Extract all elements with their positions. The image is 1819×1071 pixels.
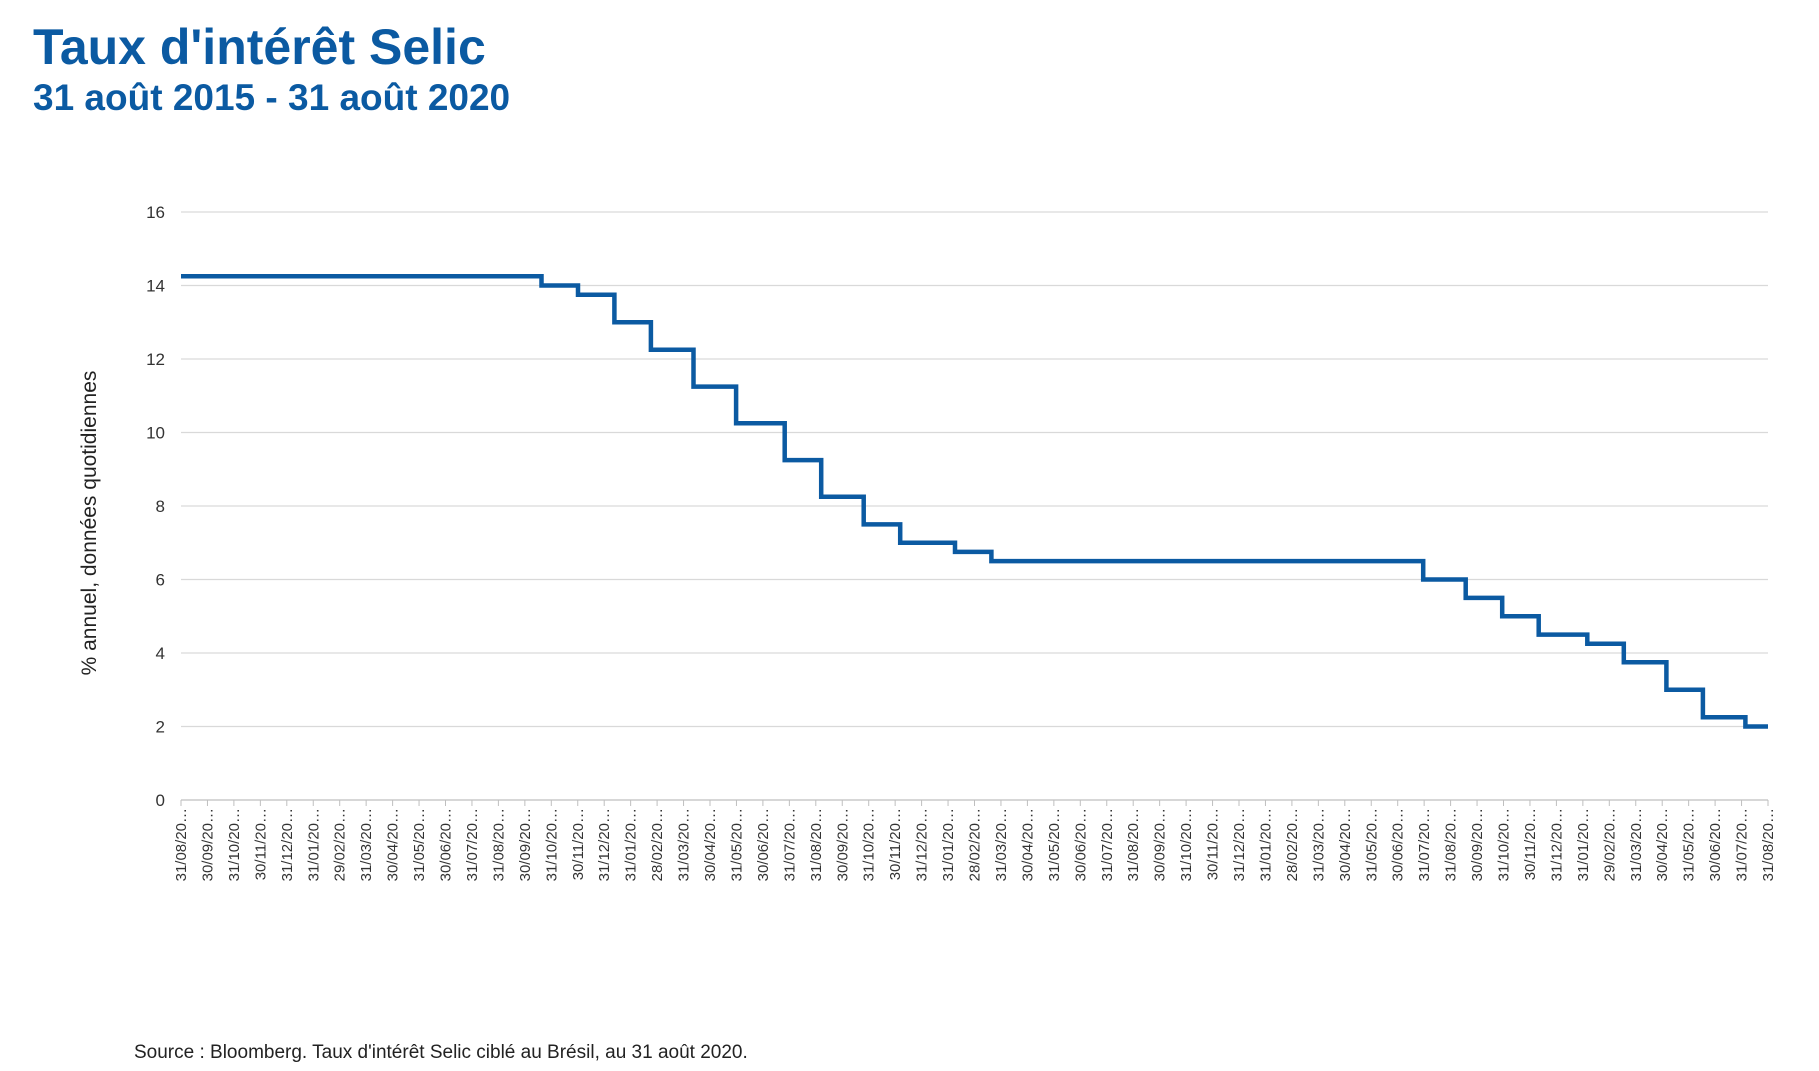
x-tick-label: 31/08/20… — [1125, 808, 1142, 881]
x-axis: 31/08/20… 30/09/20… 31/10/20… 30/11/20… 31/1… — [173, 800, 1777, 881]
x-tick-label: 31/12/20… — [1231, 808, 1248, 881]
x-tick-label: 31/07/20… — [464, 808, 481, 881]
y-tick-label: 6 — [156, 571, 165, 590]
y-tick-label: 12 — [146, 350, 165, 369]
x-tick-label: 30/09/20… — [834, 808, 851, 881]
x-tick-label: 31/12/20… — [279, 808, 296, 881]
x-tick-label: 29/02/20… — [1601, 808, 1618, 881]
x-tick-label: 30/11/20… — [1522, 808, 1539, 880]
x-tick-label: 31/03/20… — [1310, 808, 1327, 881]
x-tick-label: 31/01/20… — [623, 808, 640, 881]
x-tick-label: 31/01/20… — [1257, 808, 1274, 881]
x-tick-label: 30/06/20… — [755, 808, 772, 881]
x-tick-label: 30/09/20… — [1152, 808, 1169, 881]
x-tick-label: 31/01/20… — [940, 808, 957, 881]
x-tick-label: 31/10/20… — [1496, 808, 1513, 881]
x-tick-label: 30/09/20… — [1469, 808, 1486, 881]
x-tick-label: 30/11/20… — [570, 808, 587, 880]
x-tick-label: 30/06/20… — [1072, 808, 1089, 881]
x-tick-label: 30/09/20… — [517, 808, 534, 881]
x-tick-label: 31/01/20… — [1575, 808, 1592, 881]
y-tick-label: 8 — [156, 497, 165, 516]
x-tick-label: 31/10/20… — [226, 808, 243, 881]
x-tick-label: 31/08/20… — [173, 808, 190, 881]
x-tick-label: 31/08/20… — [808, 808, 825, 881]
x-tick-label: 31/05/20… — [1046, 808, 1063, 881]
x-tick-label: 30/04/20… — [1654, 808, 1671, 881]
x-tick-label: 31/12/20… — [914, 808, 931, 881]
x-tick-label: 31/07/20… — [781, 808, 798, 881]
x-tick-label: 31/12/20… — [596, 808, 613, 881]
y-axis: 0 2 4 6 8 10 12 14 16 — [146, 203, 165, 810]
x-tick-label: 31/05/20… — [1681, 808, 1698, 881]
x-tick-label: 31/05/20… — [411, 808, 428, 881]
x-tick-label: 28/02/20… — [649, 808, 666, 881]
x-tick-label: 31/08/20… — [1443, 808, 1460, 881]
x-tick-label: 30/06/20… — [1390, 808, 1407, 881]
x-tick-label: 31/10/20… — [543, 808, 560, 881]
x-tick-label: 30/09/20… — [199, 808, 216, 881]
gridlines — [181, 211, 1768, 801]
chart-title: Taux d'intérêt Selic — [33, 19, 486, 75]
x-tick-label: 31/08/20… — [490, 808, 507, 881]
x-tick-label: 31/10/20… — [1178, 808, 1195, 881]
x-tick-label: 31/12/20… — [1548, 808, 1565, 881]
x-tick-label: 31/05/20… — [728, 808, 745, 881]
x-tick-label: 31/01/20… — [305, 808, 322, 881]
x-tick-label: 31/03/20… — [676, 808, 693, 881]
y-tick-label: 14 — [146, 277, 165, 296]
y-tick-label: 0 — [156, 791, 165, 810]
x-tick-label: 31/08/20… — [1760, 808, 1777, 881]
x-tick-label: 31/07/20… — [1734, 808, 1751, 881]
x-tick-label: 30/04/20… — [385, 808, 402, 881]
x-tick-label: 30/06/20… — [1707, 808, 1724, 881]
x-tick-label: 31/07/20… — [1099, 808, 1116, 881]
x-tick-label: 30/11/20… — [887, 808, 904, 880]
selic-rate-chart: 0 2 4 6 8 10 12 14 16 31/08/20… 30/09/20… 31/10/20… — [78, 203, 1777, 881]
x-tick-label: 30/11/20… — [252, 808, 269, 880]
x-tick-label: 31/07/20… — [1416, 808, 1433, 881]
x-tick-label: 30/04/20… — [1337, 808, 1354, 881]
y-tick-label: 4 — [156, 644, 165, 663]
x-tick-label: 30/11/20… — [1205, 808, 1222, 880]
x-tick-label: 29/02/20… — [332, 808, 349, 881]
x-tick-label: 30/04/20… — [702, 808, 719, 881]
y-tick-label: 2 — [156, 718, 165, 737]
x-tick-label: 28/02/20… — [1284, 808, 1301, 881]
x-tick-label: 30/06/20… — [438, 808, 455, 881]
x-tick-label: 31/10/20… — [861, 808, 878, 881]
series-layer — [181, 274, 1768, 729]
x-tick-label: 31/03/20… — [358, 808, 375, 881]
x-tick-label: 30/04/20… — [1019, 808, 1036, 881]
chart-subtitle: 31 août 2015 - 31 août 2020 — [33, 77, 511, 118]
source-note: Source : Bloomberg. Taux d'intérêt Selic… — [134, 1042, 748, 1063]
x-tick-label: 28/02/20… — [967, 808, 984, 881]
x-tick-label: 31/03/20… — [993, 808, 1010, 881]
y-tick-label: 16 — [146, 203, 165, 222]
x-tick-label: 31/05/20… — [1363, 808, 1380, 881]
x-tick-label: 31/03/20… — [1628, 808, 1645, 881]
y-axis-label: % annuel, données quotidiennes — [78, 371, 101, 676]
series-line-selic — [181, 274, 1768, 729]
y-tick-label: 10 — [146, 424, 165, 443]
